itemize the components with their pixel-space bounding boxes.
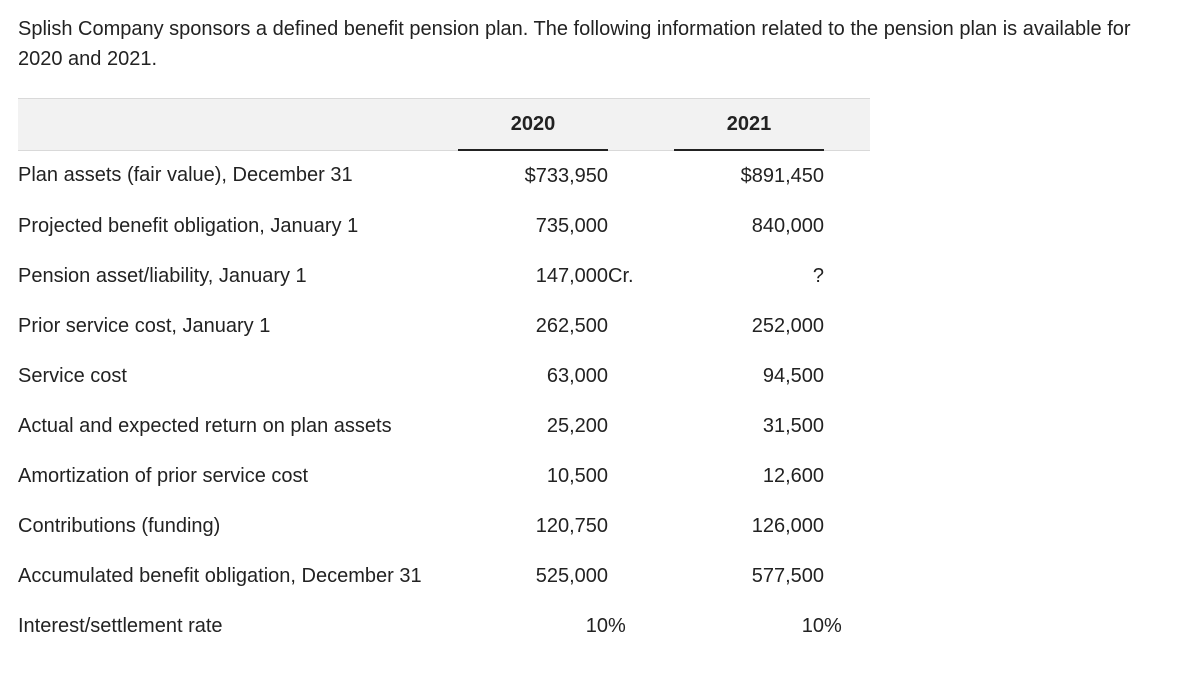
row-suffix-2021 (824, 301, 870, 351)
row-suffix-2020 (608, 401, 654, 451)
row-suffix-2020 (608, 551, 654, 601)
row-value-2021: 126,000 (674, 501, 824, 551)
header-suffix-2 (824, 99, 870, 151)
row-suffix-2020 (608, 301, 654, 351)
row-suffix-2020: % (608, 601, 654, 651)
intro-text: Splish Company sponsors a defined benefi… (18, 14, 1178, 74)
row-value-2020: $733,950 (458, 150, 608, 201)
row-suffix-2020 (608, 201, 654, 251)
row-value-2020: 120,750 (458, 501, 608, 551)
row-value-2020: 25,200 (458, 401, 608, 451)
row-value-2020: 63,000 (458, 351, 608, 401)
table-row: Interest/settlement rate 10 % 10 % (18, 601, 870, 651)
row-suffix-2020 (608, 451, 654, 501)
row-label: Contributions (funding) (18, 501, 458, 551)
table-row: Accumulated benefit obligation, December… (18, 551, 870, 601)
row-value-2020: 147,000 (458, 251, 608, 301)
row-value-2020: 10 (458, 601, 608, 651)
row-label: Service cost (18, 351, 458, 401)
row-suffix-2020: Cr. (608, 251, 654, 301)
header-blank (18, 99, 458, 151)
table-row: Service cost 63,000 94,500 (18, 351, 870, 401)
pension-table: 2020 2021 Plan assets (fair value), Dece… (18, 98, 870, 651)
row-suffix-2021: % (824, 601, 870, 651)
row-suffix-2021 (824, 551, 870, 601)
table-header-row: 2020 2021 (18, 99, 870, 151)
row-suffix-2020 (608, 150, 654, 201)
table-row: Projected benefit obligation, January 1 … (18, 201, 870, 251)
row-value-2021: 94,500 (674, 351, 824, 401)
row-suffix-2021 (824, 401, 870, 451)
row-value-2021: 252,000 (674, 301, 824, 351)
table-row: Amortization of prior service cost 10,50… (18, 451, 870, 501)
row-value-2021: 12,600 (674, 451, 824, 501)
row-suffix-2021 (824, 351, 870, 401)
row-suffix-2021 (824, 201, 870, 251)
row-suffix-2020 (608, 501, 654, 551)
row-label: Accumulated benefit obligation, December… (18, 551, 458, 601)
row-label: Amortization of prior service cost (18, 451, 458, 501)
table-row: Contributions (funding) 120,750 126,000 (18, 501, 870, 551)
header-year-1: 2020 (458, 99, 608, 151)
row-suffix-2021 (824, 251, 870, 301)
row-suffix-2021 (824, 451, 870, 501)
row-value-2020: 525,000 (458, 551, 608, 601)
row-value-2020: 10,500 (458, 451, 608, 501)
row-suffix-2021 (824, 150, 870, 201)
row-label: Prior service cost, January 1 (18, 301, 458, 351)
row-label: Actual and expected return on plan asset… (18, 401, 458, 451)
row-label: Projected benefit obligation, January 1 (18, 201, 458, 251)
row-suffix-2021 (824, 501, 870, 551)
row-label: Interest/settlement rate (18, 601, 458, 651)
table-row: Plan assets (fair value), December 31 $7… (18, 150, 870, 201)
row-value-2021: 577,500 (674, 551, 824, 601)
header-suffix-1 (608, 99, 654, 151)
row-suffix-2020 (608, 351, 654, 401)
row-value-2021: ? (674, 251, 824, 301)
row-value-2020: 735,000 (458, 201, 608, 251)
table-row: Prior service cost, January 1 262,500 25… (18, 301, 870, 351)
table-row: Actual and expected return on plan asset… (18, 401, 870, 451)
row-label: Pension asset/liability, January 1 (18, 251, 458, 301)
table-row: Pension asset/liability, January 1 147,0… (18, 251, 870, 301)
header-year-2: 2021 (674, 99, 824, 151)
row-value-2021: 10 (674, 601, 824, 651)
row-value-2021: $891,450 (674, 150, 824, 201)
row-value-2020: 262,500 (458, 301, 608, 351)
row-label: Plan assets (fair value), December 31 (18, 150, 458, 201)
row-value-2021: 31,500 (674, 401, 824, 451)
row-value-2021: 840,000 (674, 201, 824, 251)
